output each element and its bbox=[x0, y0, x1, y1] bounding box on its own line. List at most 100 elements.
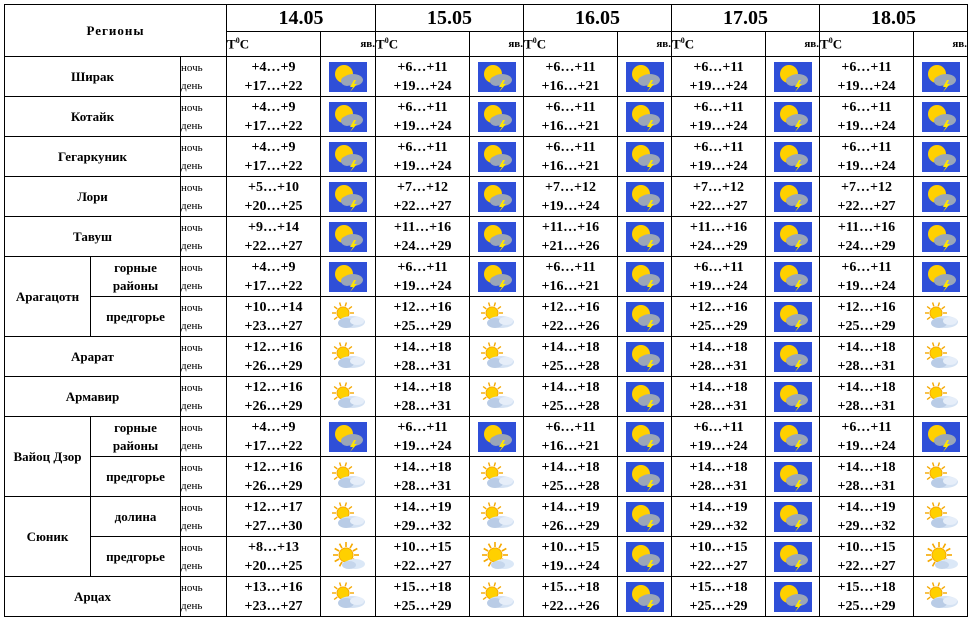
night-temperature: +11…+16 bbox=[393, 219, 452, 235]
phenomena-cell bbox=[320, 216, 377, 257]
thunderstorm-icon bbox=[773, 101, 812, 132]
phenomena-cell bbox=[617, 416, 673, 457]
night-temperature: +7…+12 bbox=[693, 179, 744, 195]
temperature-cell: +6…+11 +19…+24 bbox=[671, 96, 767, 137]
table-row: Арагацотн горные районы ночь день +4…+9 +17…+… bbox=[4, 256, 969, 337]
night-temperature: +6…+11 bbox=[693, 99, 744, 115]
sun-cloud-icon bbox=[329, 461, 367, 492]
temperature-cell: +14…+18 +28…+31 bbox=[819, 456, 915, 497]
temperature-cell: +4…+9 +17…+22 bbox=[226, 256, 322, 297]
night-temperature: +6…+11 bbox=[397, 139, 448, 155]
phenomena-cell bbox=[913, 96, 969, 137]
phenomena-cell bbox=[617, 456, 673, 497]
thunderstorm-icon bbox=[477, 141, 516, 172]
temperature-cell: +6…+11 +19…+24 bbox=[375, 96, 471, 137]
sun-cloud-icon bbox=[922, 381, 960, 412]
temperature-header: Т0C bbox=[819, 31, 915, 57]
temperature-cell: +12…+17 +27…+30 bbox=[226, 496, 322, 537]
subregion-name: предгорье bbox=[90, 536, 181, 577]
night-temperature: +14…+18 bbox=[689, 339, 748, 355]
day-temperature: +22…+26 bbox=[541, 318, 600, 334]
night-label: ночь bbox=[181, 421, 203, 434]
subregion-name: предгорье bbox=[90, 296, 181, 337]
night-temperature: +8…+13 bbox=[248, 539, 299, 555]
night-label: ночь bbox=[181, 221, 203, 234]
period-labels: ночь день bbox=[179, 136, 228, 177]
date-header: 14.05 bbox=[226, 4, 377, 32]
day-label: день bbox=[181, 559, 203, 572]
temperature-cell: +10…+15 +22…+27 bbox=[671, 536, 767, 577]
phenomena-cell bbox=[320, 176, 377, 217]
sun-cloud-icon bbox=[329, 501, 367, 532]
temperature-cell: +7…+12 +22…+27 bbox=[671, 176, 767, 217]
phenomena-cell bbox=[469, 336, 525, 377]
sun-cloud-icon bbox=[478, 461, 516, 492]
day-temperature: +19…+24 bbox=[541, 198, 600, 214]
phenomena-cell bbox=[617, 56, 673, 97]
day-temperature: +19…+24 bbox=[689, 278, 748, 294]
temperature-header-degree: 0 bbox=[532, 35, 537, 45]
thunderstorm-icon bbox=[329, 61, 368, 92]
day-temperature: +25…+29 bbox=[837, 598, 896, 614]
period-labels: ночь день bbox=[179, 496, 228, 537]
temperature-header-label: Т bbox=[376, 36, 385, 52]
day-temperature: +17…+22 bbox=[244, 278, 303, 294]
day-label: день bbox=[181, 479, 203, 492]
day-temperature: +28…+31 bbox=[689, 398, 748, 414]
date-header: 18.05 bbox=[819, 4, 969, 32]
period-labels: ночь день bbox=[179, 536, 228, 577]
thunderstorm-icon bbox=[921, 181, 960, 212]
day-temperature: +28…+31 bbox=[393, 358, 452, 374]
phenomena-cell bbox=[320, 416, 377, 457]
temperature-cell: +6…+11 +19…+24 bbox=[375, 136, 471, 177]
table-row: Армавир ночь день +12…+16 +26…+29 +14…+18 +28…… bbox=[4, 376, 969, 417]
date-header: 16.05 bbox=[523, 4, 673, 32]
night-temperature: +6…+11 bbox=[397, 259, 448, 275]
phenomena-cell bbox=[913, 416, 969, 457]
day-temperature: +26…+29 bbox=[244, 478, 303, 494]
temperature-cell: +14…+18 +28…+31 bbox=[671, 336, 767, 377]
temperature-header-unit: C bbox=[388, 36, 399, 52]
phenomena-cell bbox=[617, 496, 673, 537]
night-temperature: +14…+18 bbox=[689, 459, 748, 475]
night-temperature: +14…+19 bbox=[541, 499, 600, 515]
temperature-header: Т0C bbox=[375, 31, 471, 57]
region-name: Сюник bbox=[4, 496, 91, 577]
date-header: 17.05 bbox=[671, 4, 821, 32]
region-name: Тавуш bbox=[4, 216, 181, 257]
phenomena-cell bbox=[765, 496, 821, 537]
phenomena-cell bbox=[913, 576, 969, 617]
night-temperature: +12…+16 bbox=[244, 339, 303, 355]
night-temperature: +6…+11 bbox=[545, 139, 596, 155]
phenomena-cell bbox=[913, 496, 969, 537]
temperature-cell: +6…+11 +19…+24 bbox=[819, 416, 915, 457]
phenomena-cell bbox=[469, 416, 525, 457]
night-label: ночь bbox=[181, 381, 203, 394]
day-temperature: +28…+31 bbox=[837, 398, 896, 414]
day-temperature: +19…+24 bbox=[689, 158, 748, 174]
thunderstorm-icon bbox=[329, 421, 368, 452]
night-label: ночь bbox=[181, 581, 203, 594]
temperature-cell: +12…+16 +26…+29 bbox=[226, 376, 322, 417]
phenomena-cell bbox=[320, 536, 377, 577]
region-name: Гегаркуник bbox=[4, 136, 181, 177]
night-label: ночь bbox=[181, 61, 203, 74]
day-temperature: +19…+24 bbox=[393, 158, 452, 174]
night-label: ночь bbox=[181, 341, 203, 354]
day-temperature: +28…+31 bbox=[837, 358, 896, 374]
night-temperature: +4…+9 bbox=[251, 139, 296, 155]
thunderstorm-icon bbox=[477, 421, 516, 452]
phenomena-header: яв. bbox=[617, 31, 673, 57]
night-temperature: +14…+18 bbox=[689, 379, 748, 395]
night-temperature: +10…+15 bbox=[393, 539, 452, 555]
thunderstorm-icon bbox=[625, 541, 664, 572]
day-temperature: +22…+26 bbox=[541, 598, 600, 614]
period-labels: ночь день bbox=[179, 336, 228, 377]
night-temperature: +14…+18 bbox=[837, 459, 896, 475]
phenomena-cell bbox=[765, 136, 821, 177]
temperature-cell: +14…+18 +28…+31 bbox=[819, 336, 915, 377]
sun-cloud-icon bbox=[478, 581, 516, 612]
phenomena-cell bbox=[320, 496, 377, 537]
day-label: день bbox=[181, 519, 203, 532]
temperature-cell: +15…+18 +22…+26 bbox=[523, 576, 619, 617]
